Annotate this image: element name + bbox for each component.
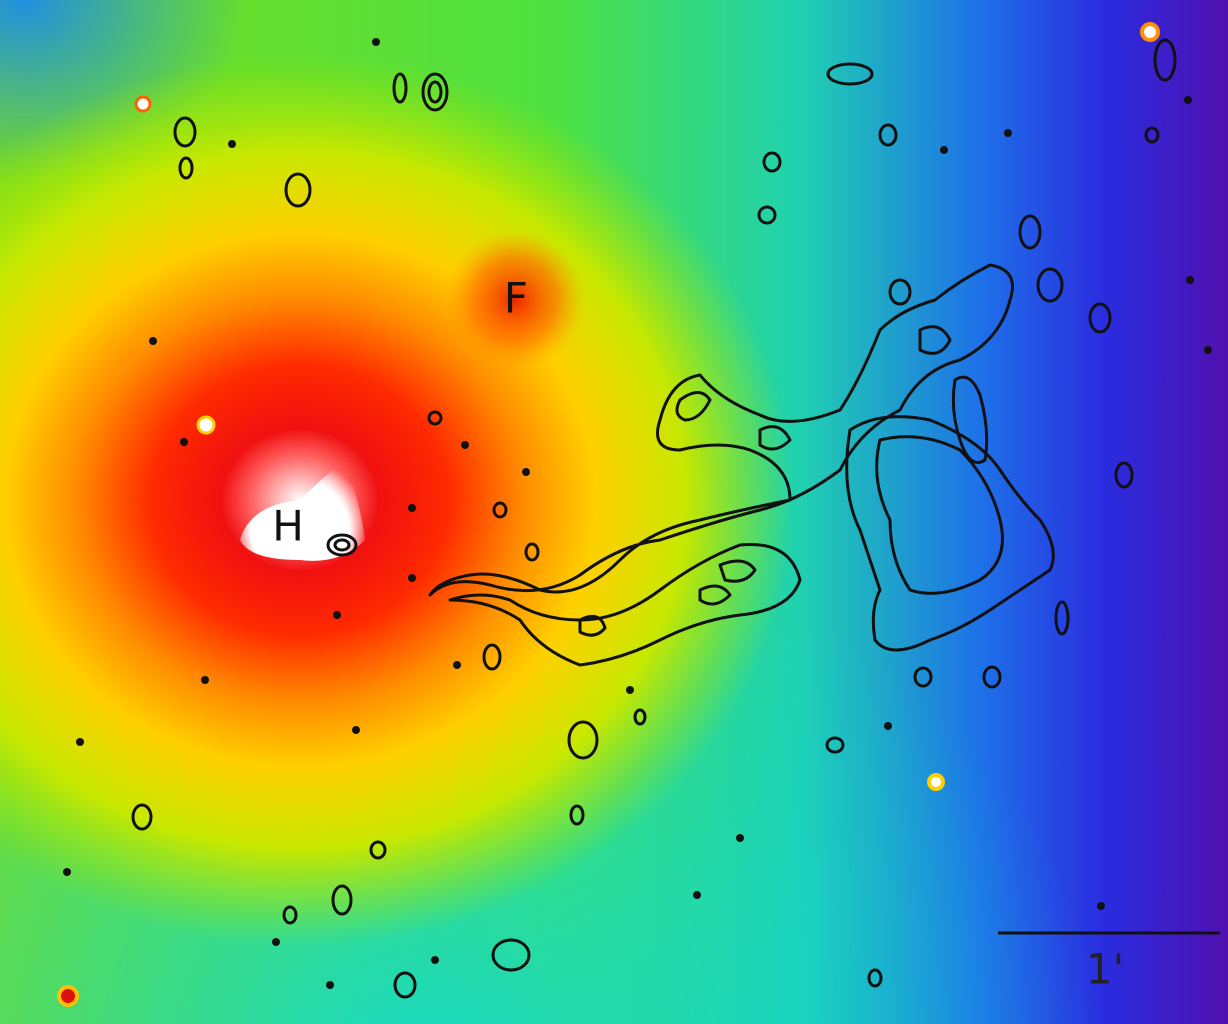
point-sources — [59, 987, 77, 1005]
point-sources — [198, 417, 214, 433]
star-markers — [453, 661, 461, 669]
star-markers — [63, 868, 71, 876]
star-markers — [884, 722, 892, 730]
star-markers — [1186, 276, 1194, 284]
star-markers — [352, 726, 360, 734]
star-markers — [372, 38, 380, 46]
star-markers — [228, 140, 236, 148]
source-label: H — [272, 502, 304, 551]
scale-bar-label: 1' — [1086, 945, 1124, 994]
star-markers — [272, 938, 280, 946]
source-label: F — [504, 274, 528, 323]
star-markers — [1204, 346, 1212, 354]
star-markers — [1004, 129, 1012, 137]
star-markers — [201, 676, 209, 684]
point-sources — [136, 97, 150, 111]
star-markers — [461, 441, 469, 449]
star-markers — [940, 146, 948, 154]
emission-region — [0, 0, 1228, 1024]
star-markers — [736, 834, 744, 842]
sky-image: F H 1' — [0, 0, 1228, 1024]
star-markers — [1184, 96, 1192, 104]
star-markers — [333, 611, 341, 619]
star-markers — [408, 504, 416, 512]
page: F H 1' (() => { const data = JSON.parse(… — [0, 0, 1228, 1024]
star-markers — [626, 686, 634, 694]
star-markers — [326, 981, 334, 989]
star-markers — [431, 956, 439, 964]
star-markers — [693, 891, 701, 899]
star-markers — [149, 337, 157, 345]
point-sources — [929, 775, 943, 789]
star-markers — [408, 574, 416, 582]
star-markers — [1097, 902, 1105, 910]
star-markers — [76, 738, 84, 746]
point-sources — [1142, 24, 1158, 40]
star-markers — [522, 468, 530, 476]
star-markers — [180, 438, 188, 446]
